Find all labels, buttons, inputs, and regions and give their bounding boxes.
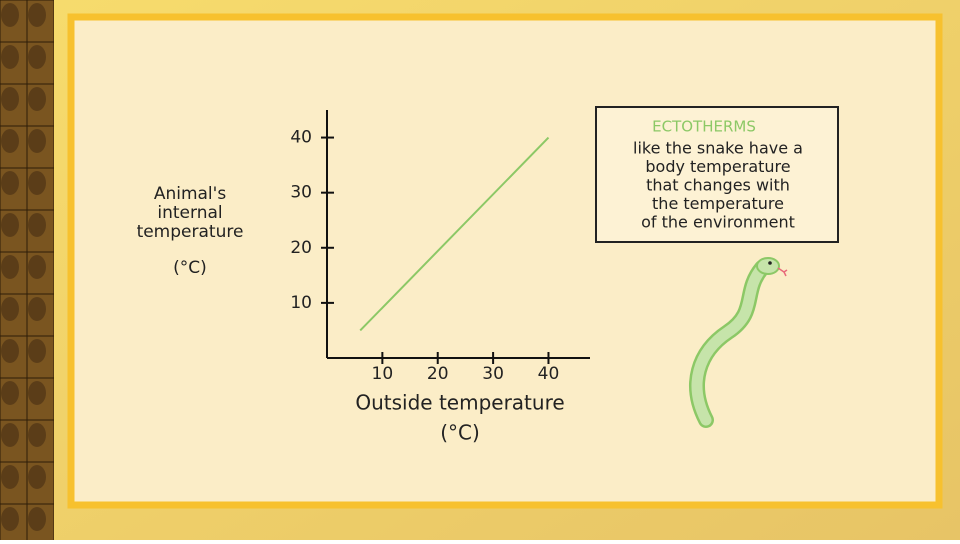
y-axis-label: (°C) [173, 258, 207, 278]
y-tick-label: 40 [290, 128, 312, 148]
x-tick-label: 40 [538, 364, 560, 384]
snake [689, 257, 788, 428]
x-tick-label: 30 [482, 364, 504, 384]
y-tick-label: 10 [290, 293, 312, 313]
annotation-title: ECTOTHERMS [652, 118, 756, 136]
y-tick-label: 30 [290, 183, 312, 203]
y-axis-label: Animal's [154, 184, 227, 204]
y-tick-label: 20 [290, 238, 312, 258]
panel [67, 13, 943, 509]
wood-strip [0, 0, 54, 540]
y-axis-label: internal [157, 203, 222, 223]
data-line [359, 136, 550, 332]
y-axis-label: temperature [137, 222, 244, 242]
annotation-line: body temperature [645, 157, 790, 176]
x-axis-label: Outside temperature [355, 391, 564, 415]
annotation-box [595, 106, 839, 243]
annotation-line: that changes with [646, 176, 790, 195]
x-tick-label: 20 [427, 364, 449, 384]
annotation-line: of the environment [641, 213, 795, 232]
annotation-line: like the snake have a [633, 139, 803, 158]
x-tick-label: 10 [372, 364, 394, 384]
x-axis-label: (°C) [440, 421, 480, 445]
annotation-line: the temperature [652, 194, 784, 213]
